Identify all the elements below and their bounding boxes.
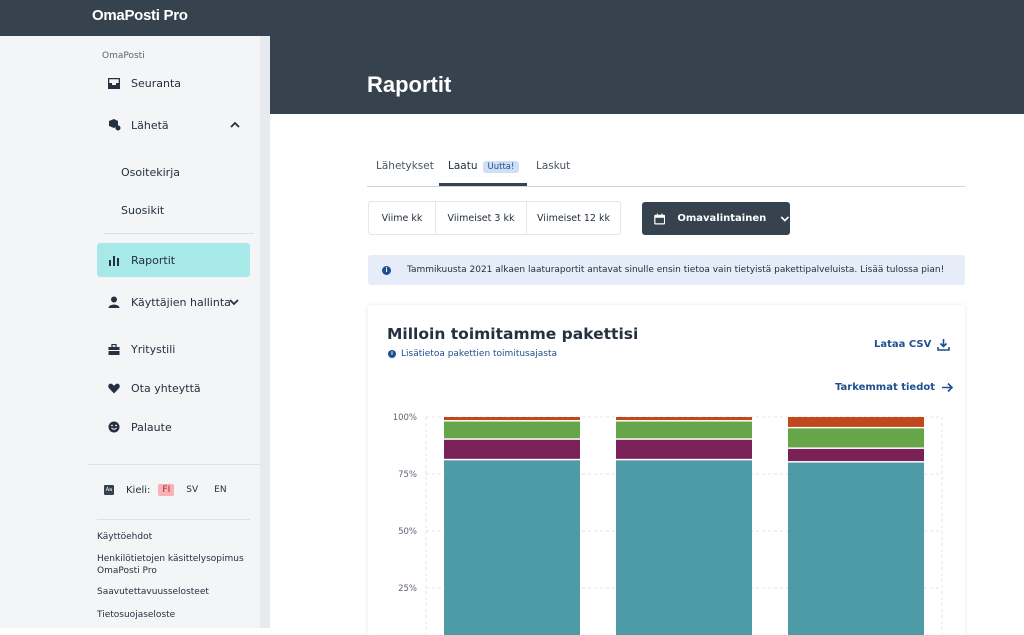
sidebar-item-label: Palaute bbox=[131, 420, 172, 434]
brand-logo[interactable]: OmaPosti Pro bbox=[92, 7, 188, 24]
period-last-12-months-button[interactable]: Viimeiset 12 kk bbox=[537, 212, 610, 224]
sidebar-item-laheta[interactable]: Lähetä bbox=[97, 108, 250, 142]
sidebar-item-label: Yritystili bbox=[131, 342, 176, 356]
sidebar-item-seuranta[interactable]: Seuranta bbox=[97, 66, 250, 100]
language-selector: Aa Kieli: FI SV EN bbox=[104, 484, 231, 496]
sidebar-divider bbox=[104, 233, 254, 234]
csv-label: Lataa CSV bbox=[874, 339, 932, 350]
y-tick-label: 75% bbox=[398, 470, 417, 480]
language-option-en[interactable]: EN bbox=[214, 485, 227, 495]
sidebar-item-label: Ota yhteyttä bbox=[131, 381, 201, 395]
y-tick-label: 25% bbox=[398, 584, 417, 594]
bar-chart-icon bbox=[107, 253, 121, 267]
sidebar-item-label: Käyttäjien hallinta bbox=[131, 295, 231, 309]
period-last-month-button[interactable]: Viime kk bbox=[369, 202, 436, 234]
sidebar-item-yritystili[interactable]: Yritystili bbox=[97, 332, 250, 366]
bar-segment bbox=[788, 417, 924, 427]
bar-segment bbox=[788, 428, 924, 448]
period-last-3-months-button[interactable]: Viimeiset 3 kk bbox=[436, 202, 527, 234]
sidebar-divider bbox=[97, 519, 250, 520]
user-icon bbox=[107, 295, 121, 309]
delivery-info-link[interactable]: i Lisätietoa pakettien toimitusajasta bbox=[388, 349, 557, 359]
inbox-icon bbox=[107, 76, 121, 90]
bar-segment bbox=[444, 417, 580, 421]
sidebar-section-label: OmaPosti bbox=[102, 51, 145, 61]
sidebar-item-raportit[interactable]: Raportit bbox=[97, 243, 250, 277]
arrow-right-icon bbox=[942, 382, 954, 393]
info-icon: i bbox=[388, 350, 396, 358]
download-csv-link[interactable]: Lataa CSV bbox=[874, 338, 951, 351]
sidebar-subitem-suosikit[interactable]: Suosikit bbox=[121, 204, 165, 217]
footer-link-accessibility[interactable]: Saavutettavuusselosteet bbox=[97, 587, 209, 597]
footer-link-data-processing[interactable]: Henkilötietojen käsittelysopimus OmaPost… bbox=[97, 554, 244, 576]
period-selector: Viime kk Viimeiset 3 kk Viimeiset 12 kk bbox=[368, 201, 621, 235]
info-text: Tammikuusta 2021 alkaen laaturaportit an… bbox=[407, 265, 945, 275]
language-icon: Aa bbox=[104, 485, 114, 495]
bar-segment bbox=[616, 439, 752, 459]
smiley-icon bbox=[107, 420, 121, 434]
bar-segment bbox=[788, 448, 924, 462]
bar-segment bbox=[616, 460, 752, 635]
bar-segment bbox=[616, 421, 752, 439]
send-package-icon bbox=[107, 118, 121, 132]
bar-segment bbox=[444, 439, 580, 459]
sidebar-item-label: Seuranta bbox=[131, 76, 182, 90]
chevron-down-icon bbox=[780, 215, 790, 222]
custom-period-dropdown[interactable]: Omavalintainen bbox=[642, 202, 790, 235]
custom-period-label: Omavalintainen bbox=[677, 213, 767, 224]
sidebar-scrollbar[interactable] bbox=[260, 36, 270, 628]
footer-link-privacy[interactable]: Tietosuojaseloste bbox=[97, 610, 176, 620]
briefcase-icon bbox=[107, 342, 121, 356]
card-title: Milloin toimitamme pakettisi bbox=[387, 325, 639, 343]
chevron-up-icon[interactable] bbox=[230, 120, 240, 130]
tab-label: Laatu bbox=[448, 160, 478, 172]
language-option-fi[interactable]: FI bbox=[158, 484, 175, 496]
top-bar: OmaPosti Pro bbox=[0, 0, 1024, 36]
info-icon: i bbox=[382, 265, 391, 275]
details-label: Tarkemmat tiedot bbox=[835, 382, 936, 393]
tab-laatu[interactable]: Laatu Uutta! bbox=[448, 160, 520, 173]
sidebar-subitem-osoitekirja[interactable]: Osoitekirja bbox=[121, 166, 181, 179]
heart-icon bbox=[107, 381, 121, 395]
new-badge: Uutta! bbox=[482, 161, 520, 173]
sidebar-item-kayttajien-hallinta[interactable]: Käyttäjien hallinta bbox=[97, 285, 250, 319]
more-details-link[interactable]: Tarkemmat tiedot bbox=[835, 382, 954, 393]
download-icon bbox=[937, 339, 951, 351]
tab-bar bbox=[367, 152, 965, 187]
delivery-time-chart: 100% 75% 50% 25% bbox=[393, 413, 943, 635]
calendar-icon bbox=[654, 213, 666, 224]
y-tick-label: 50% bbox=[398, 527, 417, 537]
tab-laskut[interactable]: Laskut bbox=[536, 160, 571, 172]
language-option-sv[interactable]: SV bbox=[186, 485, 199, 495]
info-link-label: Lisätietoa pakettien toimitusajasta bbox=[401, 349, 558, 359]
sidebar-item-palaute[interactable]: Palaute bbox=[97, 410, 250, 444]
active-tab-indicator bbox=[439, 183, 527, 186]
sidebar-divider bbox=[88, 464, 260, 465]
bar-segment bbox=[444, 421, 580, 439]
chevron-down-icon[interactable] bbox=[229, 297, 239, 307]
language-label: Kieli: bbox=[126, 484, 151, 496]
y-tick-label: 100% bbox=[393, 413, 417, 423]
info-banner: i Tammikuusta 2021 alkaen laaturaportit … bbox=[368, 255, 965, 285]
footer-link-terms[interactable]: Käyttöehdot bbox=[97, 532, 153, 542]
sidebar-item-label: Lähetä bbox=[131, 118, 169, 132]
sidebar-item-ota-yhteytta[interactable]: Ota yhteyttä bbox=[97, 371, 250, 405]
sidebar-item-label: Raportit bbox=[131, 253, 176, 267]
page-title: Raportit bbox=[367, 72, 452, 97]
tab-lahetykset[interactable]: Lähetykset bbox=[376, 160, 434, 172]
page-header bbox=[270, 36, 1024, 114]
sidebar bbox=[0, 36, 270, 628]
bar-segment bbox=[444, 460, 580, 635]
bar-segment bbox=[788, 462, 924, 635]
bar-segment bbox=[616, 417, 752, 421]
